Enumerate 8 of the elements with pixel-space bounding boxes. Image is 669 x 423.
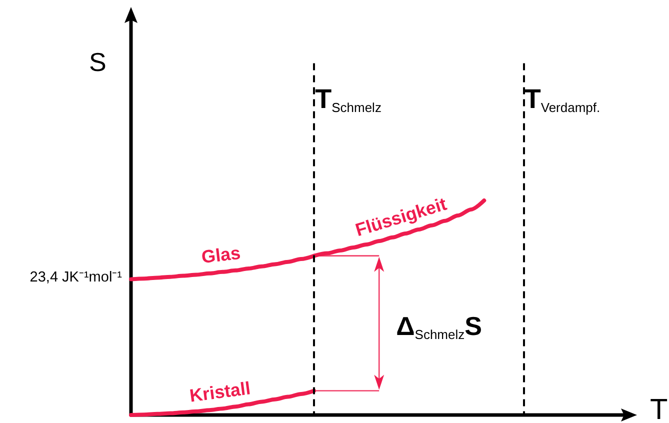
text: Kristall xyxy=(188,378,252,406)
x-axis-title: T xyxy=(650,394,668,423)
text: T$_{Schmelz}$ xyxy=(315,84,382,116)
text: T$_{Verdampf.}$ xyxy=(524,84,600,116)
text: 23,4 JK⁻¹mol⁻¹ xyxy=(30,270,122,286)
annotation: Δ$_{Schmelz}$S xyxy=(396,311,482,342)
y-axis-title: S xyxy=(89,47,106,77)
text: Glas xyxy=(200,242,242,268)
